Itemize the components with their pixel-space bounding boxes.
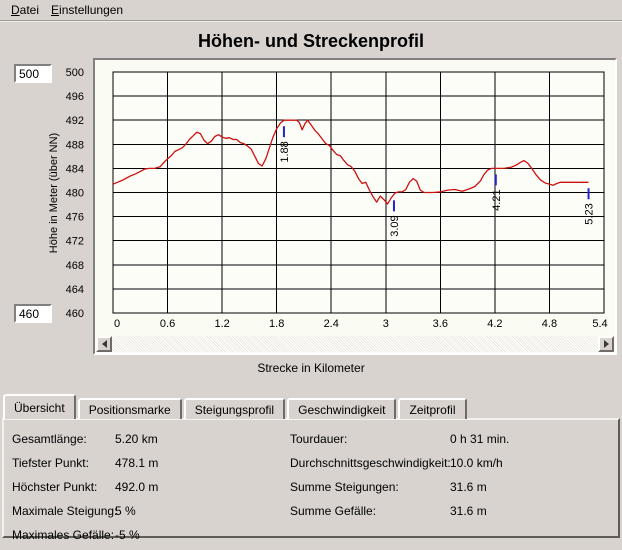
stat-label: Höchster Punkt:	[12, 480, 98, 494]
stat-label: Durchschnittsgeschwindigkeit:	[290, 456, 451, 470]
y-tick-label: 492	[66, 115, 84, 127]
tab-positionsmarke[interactable]: Positionsmarke	[77, 398, 182, 419]
overview-panel: Gesamtlänge: 5.20 km Tiefster Punkt: 478.1…	[2, 418, 620, 542]
tab-bar: Übersicht Positionsmarke Steigungsprofil…	[3, 394, 469, 419]
menu-item-datei[interactable]: Datei	[11, 3, 40, 17]
stat-row: Summe Steigungen: 31.6 m	[290, 475, 509, 499]
overview-right-column: Tourdauer: 0 h 31 min. Durchschnittsgesch…	[290, 427, 509, 523]
stat-row: Summe Gefälle: 31.6 m	[290, 499, 509, 523]
arrow-right-icon	[603, 340, 609, 348]
tab-geschwindigkeit[interactable]: Geschwindigkeit	[287, 398, 397, 419]
stat-label: Tourdauer:	[290, 432, 348, 446]
y-axis-label: Höhe in Meter (über NN)	[48, 133, 60, 253]
x-axis-label: Strecke in Kilometer	[257, 361, 365, 375]
stat-row: Maximale Steigung:5 %	[12, 499, 158, 523]
y-tick-label: 464	[66, 284, 84, 296]
tab-zeitprofil[interactable]: Zeitprofil	[398, 398, 467, 419]
y-tick-label: 484	[66, 163, 84, 175]
y-tick-label: 480	[66, 188, 84, 200]
y-tick-label: 468	[66, 260, 84, 272]
overview-left-column: Gesamtlänge: 5.20 km Tiefster Punkt: 478.1…	[12, 427, 158, 547]
stat-row: Durchschnittsgeschwindigkeit:10.0 km/h	[290, 451, 509, 475]
y-tick-label: 472	[66, 236, 84, 248]
stat-value: -5 %	[115, 528, 140, 542]
stat-row: Höchster Punkt: 492.0 m	[12, 475, 158, 499]
stat-value: 5.20 km	[115, 432, 158, 446]
stat-row: Tiefster Punkt: 478.1 m	[12, 451, 158, 475]
y-tick-label: 488	[66, 139, 84, 151]
stat-value: 10.0 km/h	[450, 456, 503, 470]
stat-value: 478.1 m	[115, 456, 159, 470]
stat-row: Tourdauer: 0 h 31 min.	[290, 427, 509, 451]
stat-label: Summe Steigungen:	[290, 480, 399, 494]
menu-bar: Datei Einstellungen	[0, 0, 622, 21]
stat-row: Maximales Gefälle:-5 %	[12, 523, 158, 547]
scroll-left-button[interactable]	[96, 336, 112, 352]
tab-steigungsprofil[interactable]: Steigungsprofil	[183, 398, 286, 419]
y-tick-label: 460	[66, 308, 84, 320]
stat-value: 31.6 m	[450, 480, 487, 494]
scrollbar-track[interactable]	[112, 336, 598, 352]
stat-value: 31.6 m	[450, 504, 487, 518]
arrow-left-icon	[101, 340, 107, 348]
y-tick-label: 476	[66, 212, 84, 224]
stat-label: Summe Gefälle:	[290, 504, 377, 518]
y-axis-min-input[interactable]	[14, 304, 52, 323]
scroll-right-button[interactable]	[598, 336, 614, 352]
stat-value: 492.0 m	[115, 480, 159, 494]
menu-item-einstellungen[interactable]: Einstellungen	[51, 3, 124, 17]
stat-row: Gesamtlänge: 5.20 km	[12, 427, 158, 451]
stat-label: Tiefster Punkt:	[12, 456, 89, 470]
chart-horizontal-scrollbar[interactable]	[96, 336, 614, 352]
tab-uebersicht[interactable]: Übersicht	[3, 394, 76, 419]
y-tick-label: 500	[66, 67, 84, 79]
stat-value: 0 h 31 min.	[450, 432, 510, 446]
stat-label: Maximale Steigung:	[12, 504, 118, 518]
y-tick-label: 496	[66, 91, 84, 103]
stat-label: Maximales Gefälle:	[12, 528, 115, 542]
chart-panel[interactable]	[93, 58, 617, 355]
stat-label: Gesamtlänge:	[12, 432, 87, 446]
stat-value: 5 %	[115, 504, 136, 518]
y-axis-max-input[interactable]	[14, 64, 52, 83]
page-title: Höhen- und Streckenprofil	[197, 31, 424, 51]
